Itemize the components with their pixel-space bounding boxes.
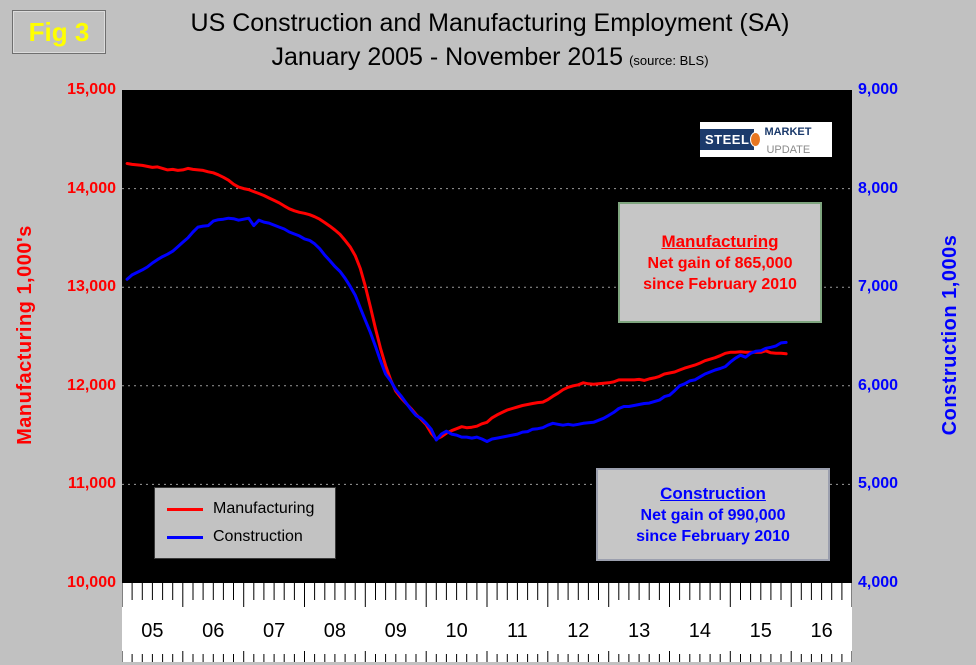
y-axis-label-right: 6,000 xyxy=(858,376,899,394)
manufacturing-annotation-line1: Net gain of 865,000 xyxy=(647,254,793,272)
x-axis-label: 12 xyxy=(567,620,589,642)
smu-logo-steel-text: STEEL xyxy=(700,129,755,150)
y-axis-label-right: 8,000 xyxy=(858,179,899,197)
smu-logo: STEEL MARKET UPDATE xyxy=(700,122,832,157)
y-axis-label-left: 11,000 xyxy=(67,475,116,493)
legend-item-manufacturing: Manufacturing xyxy=(167,500,323,518)
chart-title: US Construction and Manufacturing Employ… xyxy=(110,6,870,78)
left-axis-title: Manufacturing 1,000's xyxy=(14,225,36,445)
y-axis-label-left: 10,000 xyxy=(67,574,116,591)
right-axis-title: Construction 1,000s xyxy=(939,234,961,436)
x-axis-label: 15 xyxy=(750,620,772,642)
legend-label-manufacturing: Manufacturing xyxy=(213,500,315,517)
chart-title-daterange: January 2005 - November 2015 xyxy=(271,43,624,71)
y-axis-label-left: 12,000 xyxy=(67,376,116,394)
x-axis-label: 10 xyxy=(445,620,467,642)
y-axis-label-right: 5,000 xyxy=(858,475,899,493)
y-axis-label-left: 15,000 xyxy=(67,81,116,98)
y-axis-label-right: 7,000 xyxy=(858,278,899,296)
y-axis-label-right: 9,000 xyxy=(858,81,899,98)
plot-area: STEEL MARKET UPDATE Manufacturing Net ga… xyxy=(122,90,852,583)
manufacturing-line-swatch xyxy=(167,507,203,511)
construction-annotation-heading: Construction xyxy=(660,483,766,503)
construction-annotation: Construction Net gain of 990,000 since F… xyxy=(596,468,830,561)
smu-logo-market-text: MARKET xyxy=(764,125,812,138)
x-axis-label: 07 xyxy=(263,620,285,642)
y-axis-label-left: 13,000 xyxy=(67,278,116,296)
figure-label-text: Fig 3 xyxy=(28,16,90,47)
chart-canvas xyxy=(122,162,852,485)
legend-label-construction: Construction xyxy=(213,528,303,545)
x-axis-label: 08 xyxy=(324,620,346,642)
x-axis-label: 14 xyxy=(689,620,711,642)
x-axis-label: 05 xyxy=(141,620,163,642)
chart-title-line2: January 2005 - November 2015 (source: BLS… xyxy=(110,40,870,78)
x-axis-label: 13 xyxy=(628,620,650,642)
x-axis-ticks-and-labels: 05 06 07 08 09 10 11 12 13 14 15 16 xyxy=(122,583,852,662)
construction-line-swatch xyxy=(167,535,203,539)
construction-annotation-line2: since February 2010 xyxy=(636,527,790,545)
y-axis-label-left: 14,000 xyxy=(67,179,116,197)
x-axis-label: 06 xyxy=(202,620,224,642)
manufacturing-annotation: Manufacturing Net gain of 865,000 since … xyxy=(618,202,822,323)
manufacturing-annotation-line2: since February 2010 xyxy=(643,275,797,293)
y-axis-label-right: 4,000 xyxy=(858,574,899,591)
manufacturing-annotation-heading: Manufacturing xyxy=(661,231,779,251)
chart-source-note: (source: BLS) xyxy=(629,53,709,68)
x-axis-label: 09 xyxy=(385,620,407,642)
x-axis-label: 11 xyxy=(507,620,528,642)
manufacturing-line xyxy=(125,162,788,441)
smu-logo-wordmark: MARKET UPDATE xyxy=(764,122,832,158)
smu-logo-update-text: UPDATE xyxy=(766,143,811,156)
construction-line xyxy=(125,216,788,443)
x-axis-label: 16 xyxy=(810,620,832,642)
figure-label: Fig 3 xyxy=(12,10,106,54)
x-axis: 05 06 07 08 09 10 11 12 13 14 15 16 xyxy=(122,583,852,662)
smu-logo-ball-icon xyxy=(750,132,762,147)
construction-annotation-line1: Net gain of 990,000 xyxy=(640,506,786,524)
chart-title-line1: US Construction and Manufacturing Employ… xyxy=(190,9,790,37)
legend-item-construction: Construction xyxy=(167,528,323,546)
legend: Manufacturing Construction xyxy=(154,487,336,559)
